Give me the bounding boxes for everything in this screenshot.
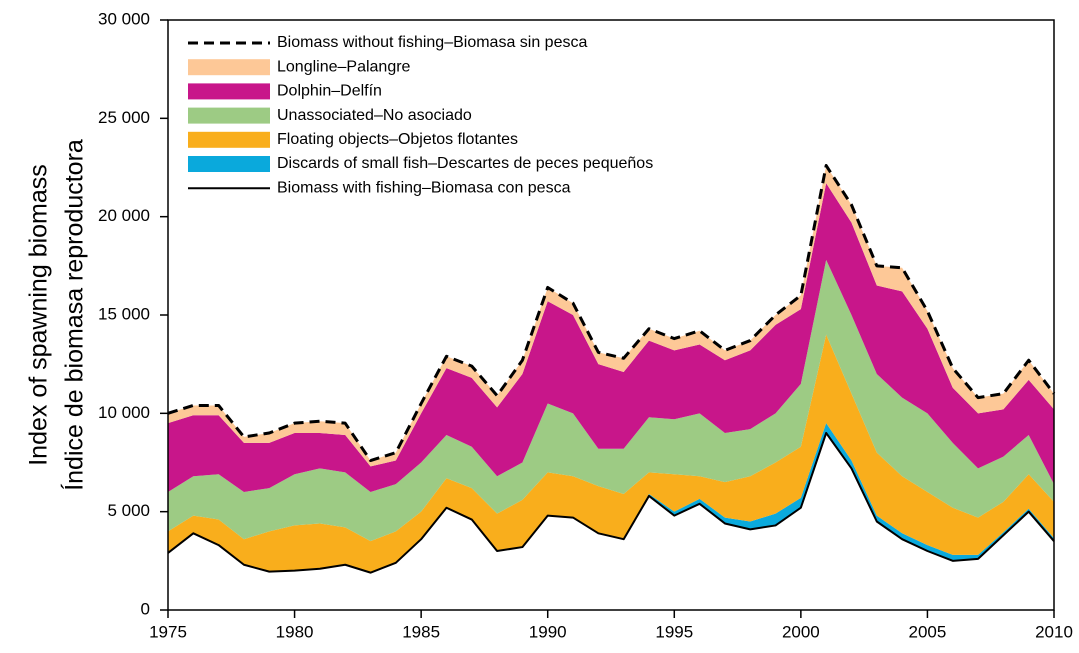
area-band	[168, 183, 1054, 492]
x-tick-label: 1975	[149, 622, 187, 641]
y-tick-label: 25 000	[98, 108, 150, 127]
y-tick-label: 30 000	[98, 9, 150, 28]
legend-label: Biomass without fishing–Biomasa sin pesc…	[277, 34, 587, 51]
axes: 0 5 000 10 000 15 000 20 000 25 000 30 000 1975…	[98, 9, 1073, 641]
x-tick-label: 2010	[1035, 622, 1073, 641]
area-band	[168, 423, 1054, 573]
legend-label: Unassociated–No asociado	[277, 107, 472, 124]
x-tick-label: 1980	[276, 622, 314, 641]
legend-label: Discards of small fish–Descartes de pece…	[277, 155, 653, 172]
x-tick-label: 2000	[782, 622, 820, 641]
legend-label: Biomass with fishing–Biomasa con pesca	[277, 179, 571, 196]
legend-swatch	[188, 59, 270, 76]
y-axis-title: Index of spawning biomass	[25, 164, 53, 466]
y-tick-label: 10 000	[98, 403, 150, 422]
y-tick-label: 5 000	[107, 501, 150, 520]
legend-swatch	[188, 156, 270, 172]
dashed-line	[167, 164, 1056, 463]
area-band	[168, 334, 1054, 573]
y-tick-label: 20 000	[98, 206, 150, 225]
legend-swatch	[188, 83, 270, 100]
area-band	[168, 259, 1054, 542]
lines	[167, 164, 1056, 574]
legend: Biomass without fishing–Biomasa sin pesc…	[188, 34, 653, 196]
legend-label: Floating objects–Objetos flotantes	[277, 131, 518, 148]
legend-label: Dolphin–Delfín	[277, 83, 382, 100]
x-tick-label: 1995	[655, 622, 693, 641]
x-tick-label: 1985	[402, 622, 440, 641]
solid-line	[167, 432, 1055, 574]
legend-swatch	[188, 131, 270, 148]
y-tick-label: 15 000	[98, 304, 150, 323]
legend-label: Longline–Palangre	[277, 58, 411, 75]
x-tick-label: 2005	[909, 622, 947, 641]
y-tick-label: 0	[141, 599, 150, 618]
areas	[168, 165, 1054, 573]
x-tick-label: 1990	[529, 622, 567, 641]
legend-swatch	[188, 107, 270, 124]
y-axis-title: Índice de biomasa reproductora	[60, 139, 89, 491]
